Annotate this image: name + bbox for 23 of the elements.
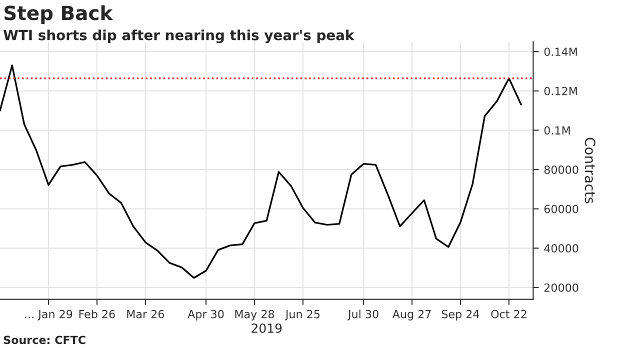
x-tick-label: Feb 26 (79, 310, 115, 318)
y-axis-title: Contracts (584, 138, 596, 204)
y-tick-label: 0.12M (544, 86, 577, 96)
y-tick-label: 60000 (544, 204, 578, 214)
x-tick-label: Jun 25 (284, 310, 320, 320)
x-tick-label: Jul 30 (347, 310, 378, 320)
source-note: Source: CFTC (4, 336, 86, 344)
chart-subtitle: WTI shorts dip after nearing this year's peak (4, 30, 354, 44)
y-tick-label: 0.1M (544, 126, 570, 135)
line-series (0, 64, 522, 279)
y-tick-label: 80000 (544, 166, 578, 174)
x-tick-label: Apr 30 (188, 310, 224, 320)
y-tick-label: 0.14M (544, 48, 577, 56)
x-tick-label: Oct 22 (491, 310, 526, 318)
chart-title: Step Back (4, 5, 114, 24)
x-tick-label: Mar 26 (127, 310, 164, 318)
y-tick-label: 40000 (544, 244, 578, 253)
x-tick-label: Sep 24 (442, 310, 480, 320)
x-tick-label: ... Jan 29 (25, 310, 72, 320)
x-tick-label: May 28 (235, 310, 274, 320)
x-tick-label: Aug 27 (392, 310, 431, 320)
y-tick-label: 20000 (544, 283, 578, 292)
x-axis-title: 2019 (252, 323, 282, 333)
